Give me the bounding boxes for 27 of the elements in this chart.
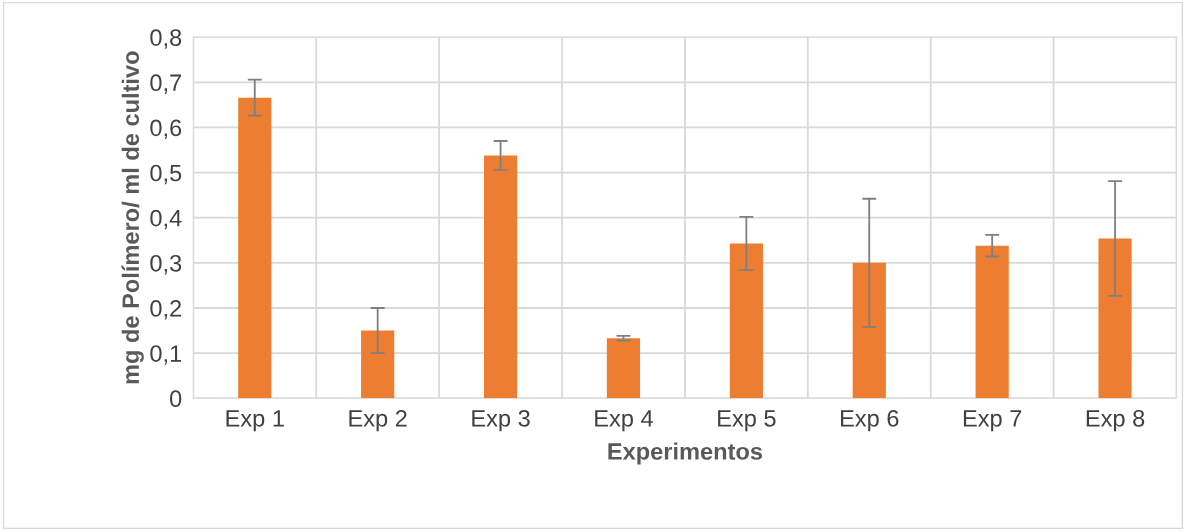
y-tick-label: 0,8	[150, 29, 182, 49]
y-tick-label: 0,5	[150, 164, 182, 185]
bar	[483, 155, 518, 399]
bar	[361, 330, 395, 399]
bar	[1098, 238, 1132, 399]
x-tick-label: Exp 3	[472, 409, 530, 432]
bar	[975, 245, 1009, 399]
x-tick-label: Exp 4	[595, 410, 653, 432]
x-tick-label: Exp 7	[963, 410, 1022, 432]
x-tick-label: Exp 6	[841, 409, 899, 432]
y-tick-label: 0,1	[150, 345, 182, 365]
bar	[238, 97, 272, 399]
x-tick-label: Exp 1	[226, 410, 284, 432]
x-tick-label: Exp 2	[349, 409, 407, 432]
bar	[729, 243, 763, 399]
y-tick-label: 0	[170, 390, 182, 408]
y-axis-title: mg de Polímero/ ml de cultivo	[121, 51, 144, 384]
y-tick-label: 0,3	[150, 254, 182, 275]
x-tick-label: Exp 8	[1086, 409, 1145, 432]
bar	[852, 262, 886, 399]
bar	[606, 338, 641, 399]
y-tick-label: 0,6	[150, 119, 182, 140]
y-tick-label: 0,7	[150, 74, 182, 94]
y-tick-label: 0,2	[150, 300, 182, 320]
y-tick-label: 0,4	[150, 209, 182, 230]
x-axis-title: Experimentos	[608, 442, 763, 465]
x-tick-label: Exp 5	[718, 410, 776, 432]
